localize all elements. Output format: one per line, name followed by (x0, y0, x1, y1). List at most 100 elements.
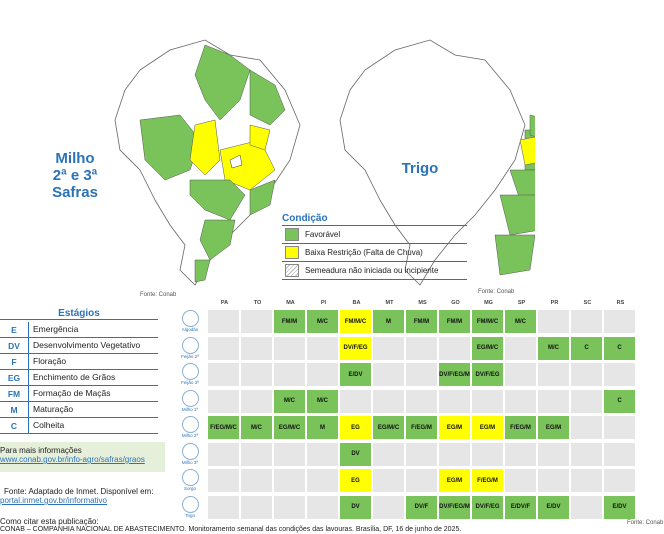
calendar-cell: FM/M (439, 310, 470, 333)
state-header-ba: BA (352, 300, 361, 306)
calendar-cell: E/DV (538, 495, 569, 519)
estagio-code: DV (8, 340, 20, 351)
calendar-cell: EG/M (439, 416, 470, 439)
crop-icon (181, 363, 199, 380)
baixa-swatch (285, 246, 299, 259)
calendar-cell (307, 442, 338, 466)
calendar-cell: F/EG/M (472, 469, 503, 492)
estagio-label: Floração (28, 354, 66, 369)
calendar-cell: M (373, 310, 404, 333)
calendar-cell (373, 495, 404, 519)
calendar-cell (241, 442, 272, 466)
crop-icon (181, 495, 199, 513)
state-header-sp: SP (517, 300, 526, 306)
calendar-cell: FM/M (274, 310, 305, 333)
state-header-ma: MA (286, 300, 295, 306)
calendar-cell (505, 469, 536, 492)
calendar-cell (208, 469, 239, 492)
favoravel-swatch (285, 228, 299, 241)
calendar-cell (604, 442, 635, 466)
calendar-cell: F/EG/M (406, 416, 437, 439)
calendar-cell: E/DV/F (505, 495, 536, 519)
crop-label: Milho 1ª (172, 389, 208, 412)
calendar-cell (472, 389, 503, 413)
calendar-cell (406, 469, 437, 492)
calendar-cell: M/C (307, 389, 338, 413)
estagio-label: Formação de Maçãs (28, 386, 110, 401)
crop-icon (181, 442, 199, 460)
calendar-cell: FM/M (406, 310, 437, 333)
estagio-code: F (11, 356, 17, 367)
calendar-cell (571, 389, 602, 413)
estagio-code: EG (7, 372, 21, 383)
calendar-cell (274, 442, 305, 466)
calendar-cell: DV/F/EG/M (439, 495, 470, 519)
calendar-cell (307, 363, 338, 386)
calendar-cell: EG/M (439, 469, 470, 492)
crop-icon (181, 469, 199, 486)
calendar-cell (241, 389, 272, 413)
milho-title-1: Milho (55, 150, 95, 167)
state-header-mt: MT (385, 300, 394, 306)
calendar-cell (373, 389, 404, 413)
crop-label: Feijão 2ª (172, 336, 208, 359)
state-header-pi: PI (320, 300, 327, 306)
calendar-cell: EG (340, 469, 371, 492)
cite-text: CONAB – COMPANHIA NACIONAL DE ABASTECIME… (0, 526, 462, 533)
calendar-cell (604, 310, 635, 333)
crop-label: Feijão 3ª (172, 363, 208, 385)
estagio-label: Emergência (28, 322, 78, 337)
calendar-cell (274, 363, 305, 386)
calendar-cell (406, 336, 437, 360)
trigo-title: Trigo (401, 160, 439, 177)
estagio-label: Colheita (28, 418, 64, 433)
calendar-cell (307, 469, 338, 492)
calendar-cell: DV/F/EG/M (439, 363, 470, 386)
calendar-cell (505, 442, 536, 466)
crop-label: Algodão (172, 310, 208, 332)
calendar-cell (241, 469, 272, 492)
crop-label: Milho 3ª (172, 442, 208, 465)
more-info-text: Para mais informações (0, 446, 82, 455)
calendar-cell (571, 363, 602, 386)
state-header-mg: MG (484, 300, 493, 306)
crop-icon (181, 336, 199, 354)
calendar-cell: C (604, 389, 635, 413)
more-info-link[interactable]: www.conab.gov.br/info-agro/safras/graos (0, 455, 145, 464)
calendar-cell: M/C (241, 416, 272, 439)
crop-icon (181, 416, 199, 433)
estagio-row: F Floração (0, 354, 158, 370)
calendar-cell (439, 336, 470, 360)
calendar-cell (472, 442, 503, 466)
calendar-cell (208, 363, 239, 386)
estagio-code: FM (7, 388, 21, 399)
calendar-cell: E/DV (604, 495, 635, 519)
fonte-link[interactable]: portal.inmet.gov.br/informativo (0, 496, 108, 505)
calendar-cell: EG/M (472, 416, 503, 439)
crop-icon (181, 310, 199, 327)
calendar-cell (241, 495, 272, 519)
calendar-cell: F/EG/M (505, 416, 536, 439)
calendar-cell (274, 336, 305, 360)
milho-title-2: 2ª e 3ª (52, 167, 98, 184)
state-header-to: TO (253, 300, 262, 306)
calendar-cell (208, 495, 239, 519)
calendar-cell: FM/M/C (472, 310, 503, 333)
calendar-cell: F/EG/M/C (208, 416, 239, 439)
info-box: Para mais informações www.conab.gov.br/i… (0, 442, 165, 472)
calendar-cell (571, 442, 602, 466)
legend-favoravel: Favorável (282, 226, 467, 244)
calendar-cell (439, 442, 470, 466)
calendar-cell (538, 469, 569, 492)
calendar-cell (604, 469, 635, 492)
calendar-cell: M/C (538, 336, 569, 360)
calendar-cell (307, 336, 338, 360)
condicao-title: Condição (282, 213, 467, 226)
crop-icon (181, 389, 199, 407)
crop-label: Trigo (172, 495, 208, 518)
calendar-cell (604, 363, 635, 386)
calendar-cell (538, 389, 569, 413)
calendar-cell: C (604, 336, 635, 360)
calendar-cell (274, 495, 305, 519)
milho-title-3: Safras (52, 184, 98, 201)
